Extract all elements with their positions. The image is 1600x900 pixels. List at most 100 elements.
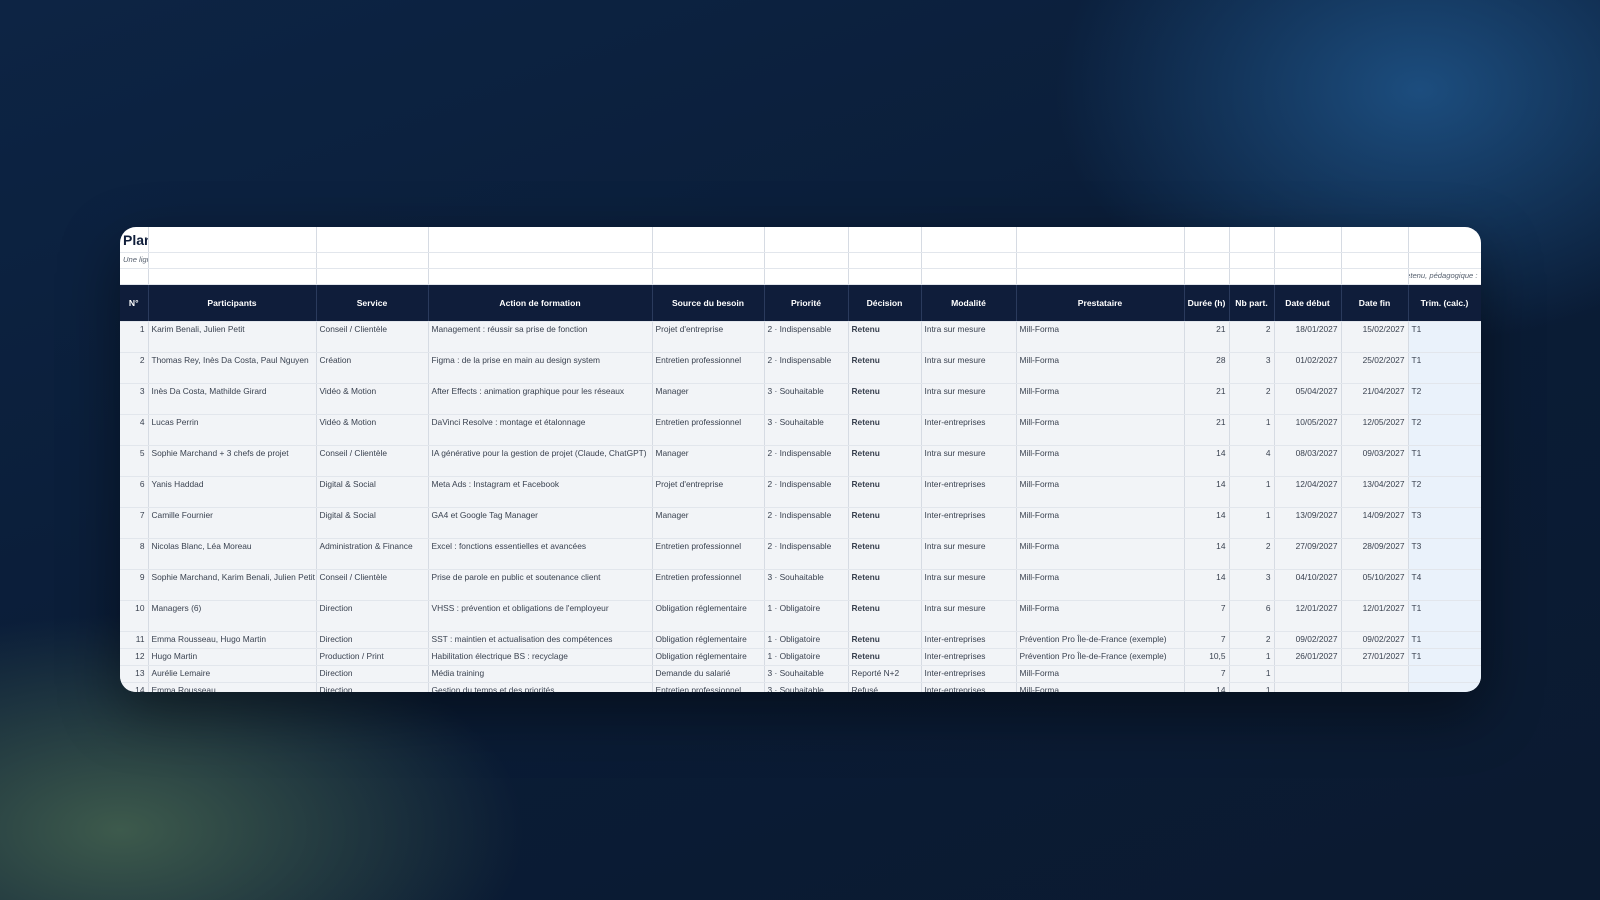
prestataire-cell[interactable]: Mill-Forma	[1016, 414, 1185, 446]
action-cell[interactable]: Média training	[428, 665, 653, 683]
duree-cell[interactable]: 21	[1184, 414, 1230, 446]
header-fin[interactable]: Date fin	[1341, 284, 1409, 322]
service-cell[interactable]: Direction	[316, 682, 429, 692]
decision-cell[interactable]: Reporté N+2	[848, 665, 922, 683]
duree-cell[interactable]: 14	[1184, 569, 1230, 601]
trimestre-cell[interactable]: T2	[1408, 476, 1481, 508]
priorite-cell[interactable]: 2 · Indispensable	[764, 538, 849, 570]
num-cell[interactable]: 2	[120, 352, 149, 384]
date-debut-cell[interactable]: 12/04/2027	[1274, 476, 1342, 508]
source-cell[interactable]: Manager	[652, 383, 765, 415]
priorite-cell[interactable]: 3 · Souhaitable	[764, 665, 849, 683]
source-cell[interactable]: Projet d'entreprise	[652, 321, 765, 353]
trimestre-cell[interactable]: T1	[1408, 631, 1481, 649]
nbpart-cell[interactable]: 1	[1229, 414, 1275, 446]
priorite-cell[interactable]: 3 · Souhaitable	[764, 569, 849, 601]
num-cell[interactable]: 3	[120, 383, 149, 415]
decision-cell[interactable]: Retenu	[848, 648, 922, 666]
participants-cell[interactable]: Thomas Rey, Inès Da Costa, Paul Nguyen	[148, 352, 317, 384]
num-cell[interactable]: 7	[120, 507, 149, 539]
prestataire-cell[interactable]: Mill-Forma	[1016, 682, 1185, 692]
header-source[interactable]: Source du besoin	[652, 284, 765, 322]
num-cell[interactable]: 12	[120, 648, 149, 666]
num-cell[interactable]: 4	[120, 414, 149, 446]
duree-cell[interactable]: 14	[1184, 476, 1230, 508]
header-decision[interactable]: Décision	[848, 284, 922, 322]
source-cell[interactable]: Manager	[652, 507, 765, 539]
date-debut-cell[interactable]	[1274, 682, 1342, 692]
nbpart-cell[interactable]: 3	[1229, 569, 1275, 601]
date-debut-cell[interactable]: 01/02/2027	[1274, 352, 1342, 384]
service-cell[interactable]: Direction	[316, 665, 429, 683]
trimestre-cell[interactable]: T3	[1408, 507, 1481, 539]
decision-cell[interactable]: Retenu	[848, 445, 922, 477]
header-duree[interactable]: Durée (h)	[1184, 284, 1230, 322]
date-debut-cell[interactable]: 08/03/2027	[1274, 445, 1342, 477]
action-cell[interactable]: Meta Ads : Instagram et Facebook	[428, 476, 653, 508]
modalite-cell[interactable]: Intra sur mesure	[921, 321, 1017, 353]
participants-cell[interactable]: Sophie Marchand, Karim Benali, Julien Pe…	[148, 569, 317, 601]
date-debut-cell[interactable]: 26/01/2027	[1274, 648, 1342, 666]
service-cell[interactable]: Création	[316, 352, 429, 384]
trimestre-cell[interactable]: T1	[1408, 445, 1481, 477]
service-cell[interactable]: Administration & Finance	[316, 538, 429, 570]
source-cell[interactable]: Projet d'entreprise	[652, 476, 765, 508]
modalite-cell[interactable]: Inter-entreprises	[921, 682, 1017, 692]
action-cell[interactable]: DaVinci Resolve : montage et étalonnage	[428, 414, 653, 446]
decision-cell[interactable]: Retenu	[848, 476, 922, 508]
duree-cell[interactable]: 14	[1184, 445, 1230, 477]
priorite-cell[interactable]: 2 · Indispensable	[764, 445, 849, 477]
sheet-subtitle-cell[interactable]: Une ligne par action. Seules les lignes …	[120, 252, 149, 269]
retenu-note-cell[interactable]: Retenu, pédagogique :	[1408, 268, 1481, 285]
participants-cell[interactable]: Managers (6)	[148, 600, 317, 632]
prestataire-cell[interactable]: Mill-Forma	[1016, 383, 1185, 415]
modalite-cell[interactable]: Intra sur mesure	[921, 352, 1017, 384]
prestataire-cell[interactable]: Mill-Forma	[1016, 321, 1185, 353]
nbpart-cell[interactable]: 3	[1229, 352, 1275, 384]
trimestre-cell[interactable]: T2	[1408, 383, 1481, 415]
participants-cell[interactable]: Aurélie Lemaire	[148, 665, 317, 683]
date-debut-cell[interactable]: 10/05/2027	[1274, 414, 1342, 446]
nbpart-cell[interactable]: 1	[1229, 507, 1275, 539]
service-cell[interactable]: Direction	[316, 631, 429, 649]
date-fin-cell[interactable]: 12/01/2027	[1341, 600, 1409, 632]
date-debut-cell[interactable]: 12/01/2027	[1274, 600, 1342, 632]
header-modalite[interactable]: Modalité	[921, 284, 1017, 322]
participants-cell[interactable]: Nicolas Blanc, Léa Moreau	[148, 538, 317, 570]
trimestre-cell[interactable]: T1	[1408, 352, 1481, 384]
header-num[interactable]: N°	[120, 284, 149, 322]
prestataire-cell[interactable]: Mill-Forma	[1016, 665, 1185, 683]
decision-cell[interactable]: Refusé	[848, 682, 922, 692]
duree-cell[interactable]: 7	[1184, 600, 1230, 632]
header-participants[interactable]: Participants	[148, 284, 317, 322]
priorite-cell[interactable]: 1 · Obligatoire	[764, 648, 849, 666]
date-fin-cell[interactable]	[1341, 665, 1409, 683]
decision-cell[interactable]: Retenu	[848, 352, 922, 384]
source-cell[interactable]: Entretien professionnel	[652, 569, 765, 601]
modalite-cell[interactable]: Inter-entreprises	[921, 648, 1017, 666]
date-fin-cell[interactable]: 09/02/2027	[1341, 631, 1409, 649]
nbpart-cell[interactable]: 2	[1229, 631, 1275, 649]
decision-cell[interactable]: Retenu	[848, 321, 922, 353]
nbpart-cell[interactable]: 1	[1229, 682, 1275, 692]
date-fin-cell[interactable]: 25/02/2027	[1341, 352, 1409, 384]
participants-cell[interactable]: Hugo Martin	[148, 648, 317, 666]
nbpart-cell[interactable]: 2	[1229, 538, 1275, 570]
trimestre-cell[interactable]	[1408, 665, 1481, 683]
action-cell[interactable]: Management : réussir sa prise de fonctio…	[428, 321, 653, 353]
prestataire-cell[interactable]: Mill-Forma	[1016, 507, 1185, 539]
priorite-cell[interactable]: 3 · Souhaitable	[764, 682, 849, 692]
participants-cell[interactable]: Lucas Perrin	[148, 414, 317, 446]
modalite-cell[interactable]: Inter-entreprises	[921, 665, 1017, 683]
priorite-cell[interactable]: 3 · Souhaitable	[764, 383, 849, 415]
date-fin-cell[interactable]: 28/09/2027	[1341, 538, 1409, 570]
header-action[interactable]: Action de formation	[428, 284, 653, 322]
duree-cell[interactable]: 21	[1184, 383, 1230, 415]
source-cell[interactable]: Entretien professionnel	[652, 414, 765, 446]
date-debut-cell[interactable]: 13/09/2027	[1274, 507, 1342, 539]
source-cell[interactable]: Entretien professionnel	[652, 538, 765, 570]
date-debut-cell[interactable]	[1274, 665, 1342, 683]
duree-cell[interactable]: 14	[1184, 507, 1230, 539]
participants-cell[interactable]: Inès Da Costa, Mathilde Girard	[148, 383, 317, 415]
trimestre-cell[interactable]: T1	[1408, 600, 1481, 632]
